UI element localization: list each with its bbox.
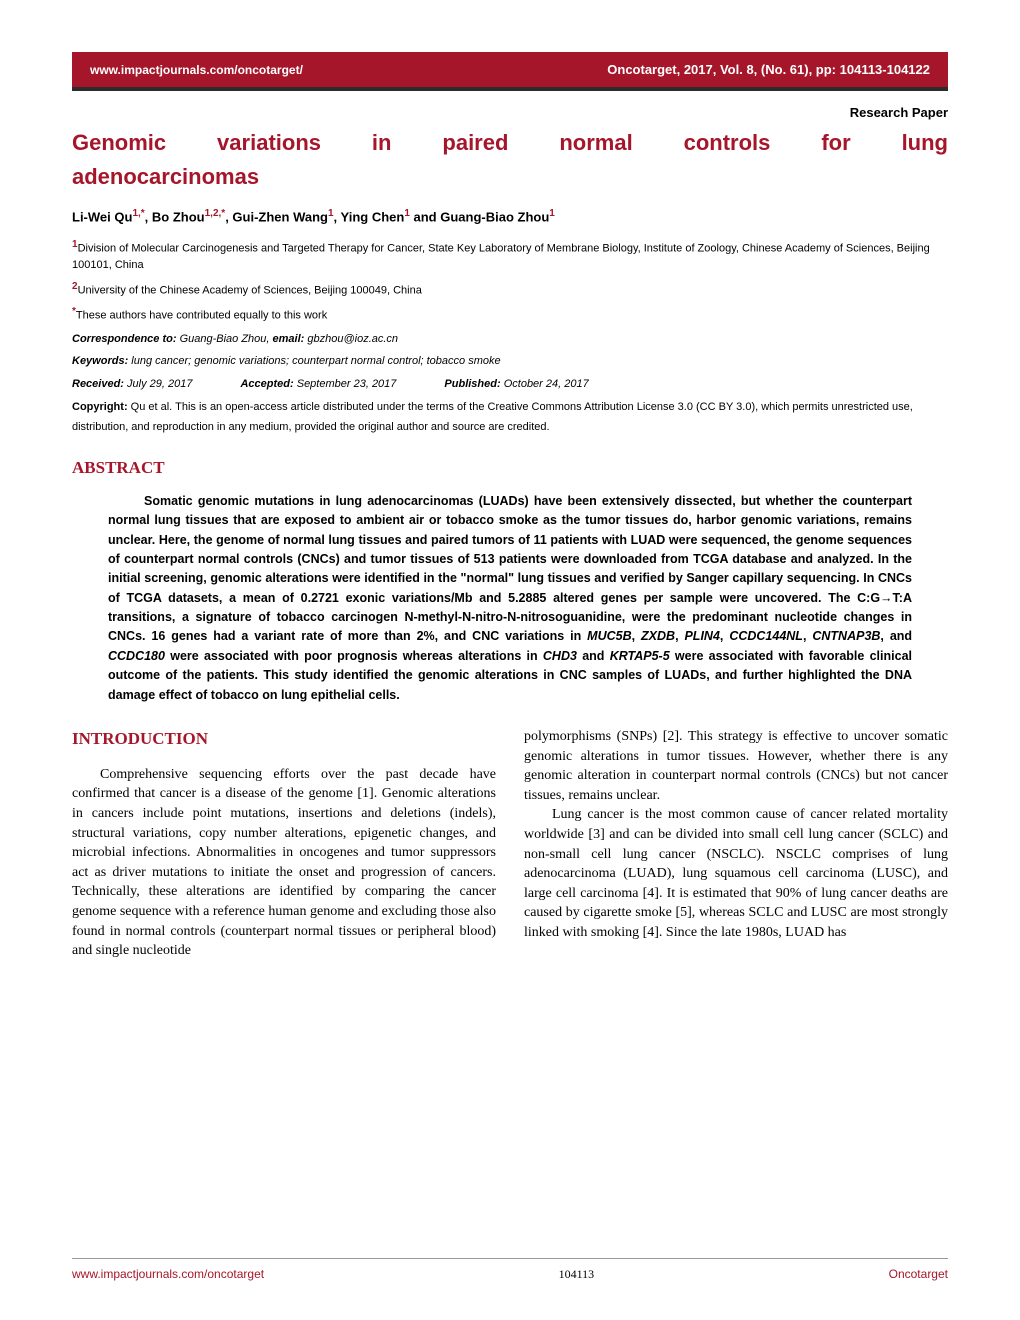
gene-cntnap3b: CNTNAP3B <box>812 629 880 643</box>
abstract-body: Somatic genomic mutations in lung adenoc… <box>72 492 948 705</box>
correspondence-line: Correspondence to: Guang-Biao Zhou, emai… <box>72 331 948 348</box>
received-date: July 29, 2017 <box>124 378 193 390</box>
gene-chd3: CHD3 <box>543 649 577 663</box>
gene-ccdc180: CCDC180 <box>108 649 165 663</box>
article-title-line2: adenocarcinomas <box>72 164 948 190</box>
gene-muc5b: MUC5B <box>587 629 631 643</box>
copyright-label: Copyright: <box>72 401 128 413</box>
intro-heading: INTRODUCTION <box>72 727 496 751</box>
affiliation-2: 2University of the Chinese Academy of Sc… <box>72 280 948 300</box>
corr-email-label: email: <box>273 333 305 345</box>
received-label: Received: <box>72 378 124 390</box>
corr-name: Guang-Biao Zhou, <box>177 333 273 345</box>
article-title-line1: Genomic variations in paired normal cont… <box>72 128 948 158</box>
accepted: Accepted: September 23, 2017 <box>240 376 396 393</box>
affiliation-equal: *These authors have contributed equally … <box>72 305 948 325</box>
affil-1-text: Division of Molecular Carcinogenesis and… <box>72 243 930 271</box>
intro-paragraph-2: Lung cancer is the most common cause of … <box>524 805 948 942</box>
accepted-label: Accepted: <box>240 378 293 390</box>
author-sep-2: , Gui-Zhen Wang <box>225 209 328 224</box>
body-columns: INTRODUCTION Comprehensive sequencing ef… <box>72 727 948 961</box>
corr-label: Correspondence to: <box>72 333 177 345</box>
gene-plin4: PLIN4 <box>684 629 719 643</box>
keywords-label: Keywords: <box>72 355 128 367</box>
ab-c4: , <box>803 629 812 643</box>
author-sep-3: , Ying Chen <box>334 209 405 224</box>
author-sep-1: , Bo Zhou <box>145 209 205 224</box>
author-2-sup: 1,2,* <box>205 208 226 219</box>
footer-url: www.impactjournals.com/oncotarget <box>72 1267 264 1282</box>
intro-paragraph-1-cont: polymorphisms (SNPs) [2]. This strategy … <box>524 727 948 805</box>
received: Received: July 29, 2017 <box>72 376 192 393</box>
gene-zxdb: ZXDB <box>641 629 675 643</box>
ab-c3: , <box>720 629 729 643</box>
accepted-date: September 23, 2017 <box>294 378 397 390</box>
authors-line: Li-Wei Qu1,*, Bo Zhou1,2,*, Gui-Zhen Wan… <box>72 208 948 224</box>
affil-eq-text: These authors have contributed equally t… <box>76 310 327 322</box>
ab-c1: , <box>632 629 641 643</box>
ab-c5: , and <box>880 629 912 643</box>
dates-line: Received: July 29, 2017 Accepted: Septem… <box>72 376 948 393</box>
affiliation-1: 1Division of Molecular Carcinogenesis an… <box>72 238 948 274</box>
keywords-line: Keywords: lung cancer; genomic variation… <box>72 353 948 370</box>
intro-paragraph-1: Comprehensive sequencing efforts over th… <box>72 765 496 961</box>
gene-krtap5-5: KRTAP5-5 <box>610 649 670 663</box>
ab-c6: and <box>577 649 610 663</box>
footer-journal: Oncotarget <box>889 1267 948 1282</box>
copyright-line: Copyright: Qu et al. This is an open-acc… <box>72 398 948 438</box>
left-column: INTRODUCTION Comprehensive sequencing ef… <box>72 727 496 961</box>
right-column: polymorphisms (SNPs) [2]. This strategy … <box>524 727 948 961</box>
author-5-sup: 1 <box>549 208 555 219</box>
abstract-heading: ABSTRACT <box>72 458 948 478</box>
published: Published: October 24, 2017 <box>444 376 588 393</box>
paper-type-label: Research Paper <box>72 105 948 120</box>
copyright-text: Qu et al. This is an open-access article… <box>72 401 913 433</box>
published-date: October 24, 2017 <box>501 378 589 390</box>
footer-page-number: 104113 <box>559 1267 595 1282</box>
journal-header-bar: www.impactjournals.com/oncotarget/ Oncot… <box>72 52 948 91</box>
page-footer: www.impactjournals.com/oncotarget 104113… <box>72 1258 948 1282</box>
corr-email: gbzhou@ioz.ac.cn <box>304 333 398 345</box>
keywords-text: lung cancer; genomic variations; counter… <box>128 355 500 367</box>
published-label: Published: <box>444 378 500 390</box>
abstract-part-b: were associated with poor prognosis wher… <box>165 649 543 663</box>
author-1-sup: 1,* <box>132 208 144 219</box>
abstract-part-a: Somatic genomic mutations in lung adenoc… <box>108 494 912 644</box>
affil-2-text: University of the Chinese Academy of Sci… <box>78 284 422 296</box>
journal-citation: Oncotarget, 2017, Vol. 8, (No. 61), pp: … <box>607 62 930 77</box>
journal-url: www.impactjournals.com/oncotarget/ <box>90 63 303 77</box>
author-1: Li-Wei Qu <box>72 209 132 224</box>
author-sep-4: and Guang-Biao Zhou <box>410 209 549 224</box>
gene-ccdc144nl: CCDC144NL <box>729 629 803 643</box>
